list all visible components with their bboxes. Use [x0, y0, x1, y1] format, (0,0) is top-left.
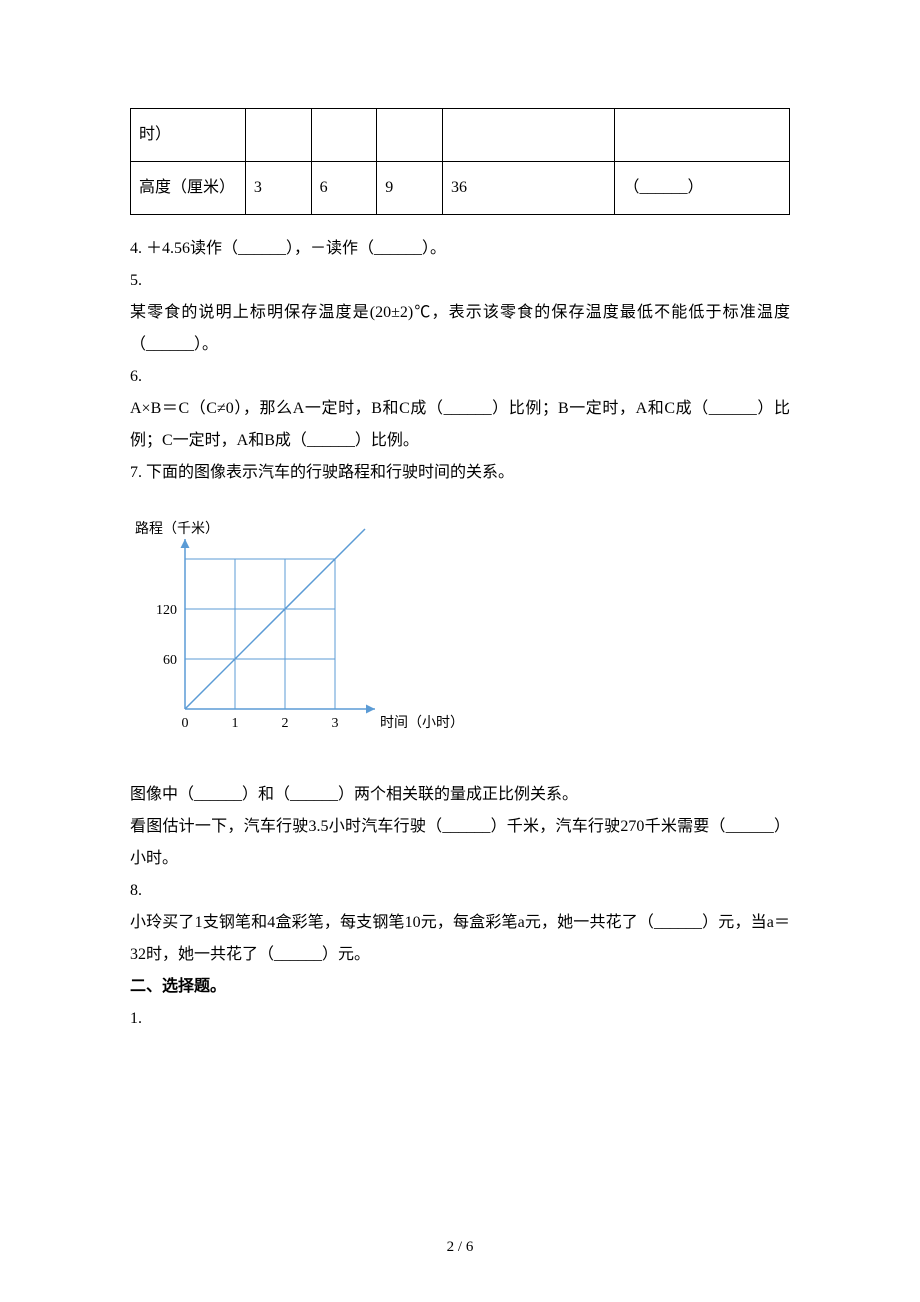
table-cell: 36: [442, 162, 615, 215]
svg-text:1: 1: [232, 716, 239, 731]
svg-text:120: 120: [156, 603, 177, 618]
question-7c: 看图估计一下，汽车行驶3.5小时汽车行驶（______）千米，汽车行驶270千米…: [130, 811, 790, 875]
question-4: 4. ＋4.56读作（______），－读作（______）。: [130, 233, 790, 265]
table-cell: 时）: [131, 109, 246, 162]
table-cell: 9: [377, 162, 443, 215]
line-chart: 0 1 2 3 60 120 路程（千米） 时间（小时）: [130, 509, 790, 749]
svg-text:60: 60: [163, 653, 177, 668]
question-2-1: 1.: [130, 1003, 790, 1035]
question-7: 7. 下面的图像表示汽车的行驶路程和行驶时间的关系。: [130, 457, 790, 489]
question-8-num: 8.: [130, 875, 790, 907]
table-cell: [377, 109, 443, 162]
table-cell: 高度（厘米）: [131, 162, 246, 215]
data-table: 时） 高度（厘米） 3 6 9 36 （______）: [130, 108, 790, 215]
svg-text:时间（小时）: 时间（小时）: [380, 715, 460, 731]
svg-text:3: 3: [332, 716, 339, 731]
question-8-text: 小玲买了1支钢笔和4盒彩笔，每支钢笔10元，每盒彩笔a元，她一共花了（_____…: [130, 907, 790, 971]
page-number: 2 / 6: [0, 1232, 920, 1262]
table-row: 高度（厘米） 3 6 9 36 （______）: [131, 162, 790, 215]
table-cell: （______）: [615, 162, 790, 215]
svg-text:0: 0: [182, 716, 189, 731]
chart-svg: 0 1 2 3 60 120 路程（千米） 时间（小时）: [130, 509, 460, 749]
table-cell: [311, 109, 377, 162]
question-5-num: 5.: [130, 265, 790, 297]
svg-text:路程（千米）: 路程（千米）: [135, 521, 219, 537]
table-cell: [442, 109, 615, 162]
question-6-num: 6.: [130, 361, 790, 393]
table-cell: [245, 109, 311, 162]
table-row: 时）: [131, 109, 790, 162]
table-cell: 6: [311, 162, 377, 215]
section-2-heading: 二、选择题。: [130, 971, 790, 1003]
svg-text:2: 2: [282, 716, 289, 731]
question-5-text: 某零食的说明上标明保存温度是(20±2)℃，表示该零食的保存温度最低不能低于标准…: [130, 297, 790, 361]
question-6-text: A×B＝C（C≠0），那么A一定时，B和C成（______）比例；B一定时，A和…: [130, 393, 790, 457]
table-cell: [615, 109, 790, 162]
table-cell: 3: [245, 162, 311, 215]
question-7b: 图像中（______）和（______）两个相关联的量成正比例关系。: [130, 779, 790, 811]
